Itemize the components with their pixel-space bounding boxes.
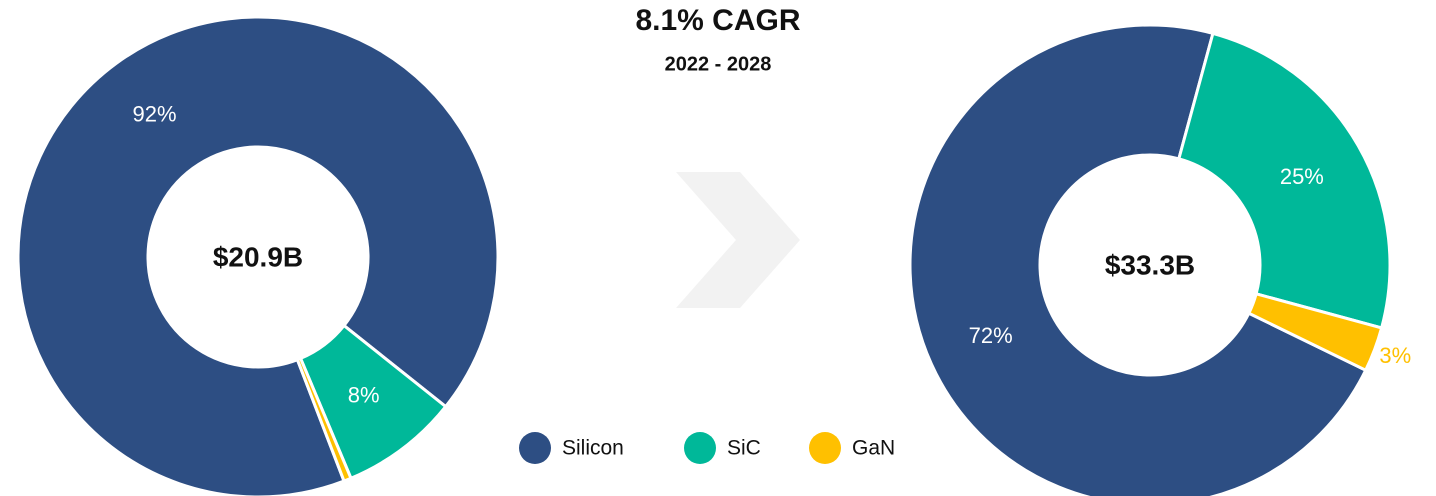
center-label: $20.9B [213, 241, 303, 272]
legend-label: GaN [852, 437, 895, 460]
legend-swatch [809, 432, 841, 464]
legend-swatch [684, 432, 716, 464]
data-label: 25% [1280, 164, 1324, 189]
title: 8.1% CAGR [635, 4, 800, 37]
data-label: 3% [1379, 343, 1411, 368]
chevron-arrow [676, 172, 800, 308]
data-label: 72% [969, 323, 1013, 348]
data-label: 92% [133, 102, 177, 127]
center-label: $33.3B [1105, 249, 1195, 280]
data-label: 8% [348, 382, 380, 407]
donut-segment [16, 15, 500, 496]
legend-swatch [519, 432, 551, 464]
donut-segment [1176, 31, 1392, 330]
donut-segment [295, 356, 353, 483]
legend-label: SiC [727, 437, 761, 460]
donut-segment [1246, 292, 1384, 373]
subtitle: 2022 - 2028 [665, 53, 772, 75]
legend-label: Silicon [562, 437, 624, 460]
donut-segment [908, 23, 1368, 496]
